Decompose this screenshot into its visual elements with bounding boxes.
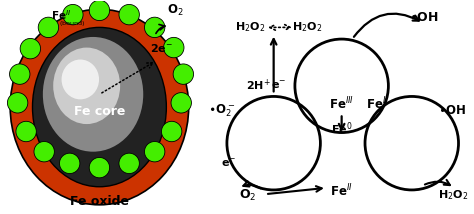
Text: Fe$^{III}$: Fe$^{III}$ xyxy=(329,96,354,112)
Ellipse shape xyxy=(10,9,189,205)
Circle shape xyxy=(162,121,182,142)
Text: Fe core: Fe core xyxy=(74,105,125,118)
Circle shape xyxy=(173,64,193,84)
Text: Fe$^{II}$: Fe$^{II}$ xyxy=(366,96,389,112)
Circle shape xyxy=(171,93,191,113)
Text: Fe$^0$: Fe$^0$ xyxy=(331,120,353,137)
Text: H$_2$O$_2$: H$_2$O$_2$ xyxy=(292,21,323,34)
Text: $_{\sf (bound)}$: $_{\sf (bound)}$ xyxy=(59,20,85,30)
Circle shape xyxy=(145,141,165,162)
Text: H$_2$O$_2$: H$_2$O$_2$ xyxy=(235,21,265,34)
Circle shape xyxy=(16,121,36,142)
Circle shape xyxy=(164,37,184,58)
Circle shape xyxy=(8,93,28,113)
Ellipse shape xyxy=(62,59,99,99)
Circle shape xyxy=(89,0,109,21)
Circle shape xyxy=(145,17,165,38)
Circle shape xyxy=(63,4,83,25)
Ellipse shape xyxy=(43,37,143,152)
Text: O$_2$: O$_2$ xyxy=(239,188,257,203)
Text: O$_2$: O$_2$ xyxy=(166,3,183,18)
Text: Fe$^{II}$: Fe$^{II}$ xyxy=(330,183,353,199)
Circle shape xyxy=(59,153,80,174)
Text: $\bullet$OH: $\bullet$OH xyxy=(438,104,466,117)
Text: e$^{-}$: e$^{-}$ xyxy=(221,158,237,169)
Circle shape xyxy=(119,153,139,174)
Text: Fe oxide: Fe oxide xyxy=(70,195,129,208)
Ellipse shape xyxy=(33,27,166,187)
Text: 2e$^{-}$: 2e$^{-}$ xyxy=(149,42,173,54)
Circle shape xyxy=(20,39,41,59)
Circle shape xyxy=(119,4,139,25)
Text: e$^{-}$: e$^{-}$ xyxy=(271,80,287,91)
Text: H$_2$O$_2$: H$_2$O$_2$ xyxy=(438,188,468,202)
Ellipse shape xyxy=(53,48,120,124)
Text: $\bullet$OH: $\bullet$OH xyxy=(409,11,438,24)
Circle shape xyxy=(9,64,30,84)
Circle shape xyxy=(38,17,59,38)
Text: 2H$^{+}$: 2H$^{+}$ xyxy=(246,78,271,94)
Circle shape xyxy=(34,141,55,162)
Text: $\bullet$O$_2^-$: $\bullet$O$_2^-$ xyxy=(208,102,235,119)
Circle shape xyxy=(89,158,109,178)
Text: Fe$^{II}$: Fe$^{II}$ xyxy=(51,8,71,22)
